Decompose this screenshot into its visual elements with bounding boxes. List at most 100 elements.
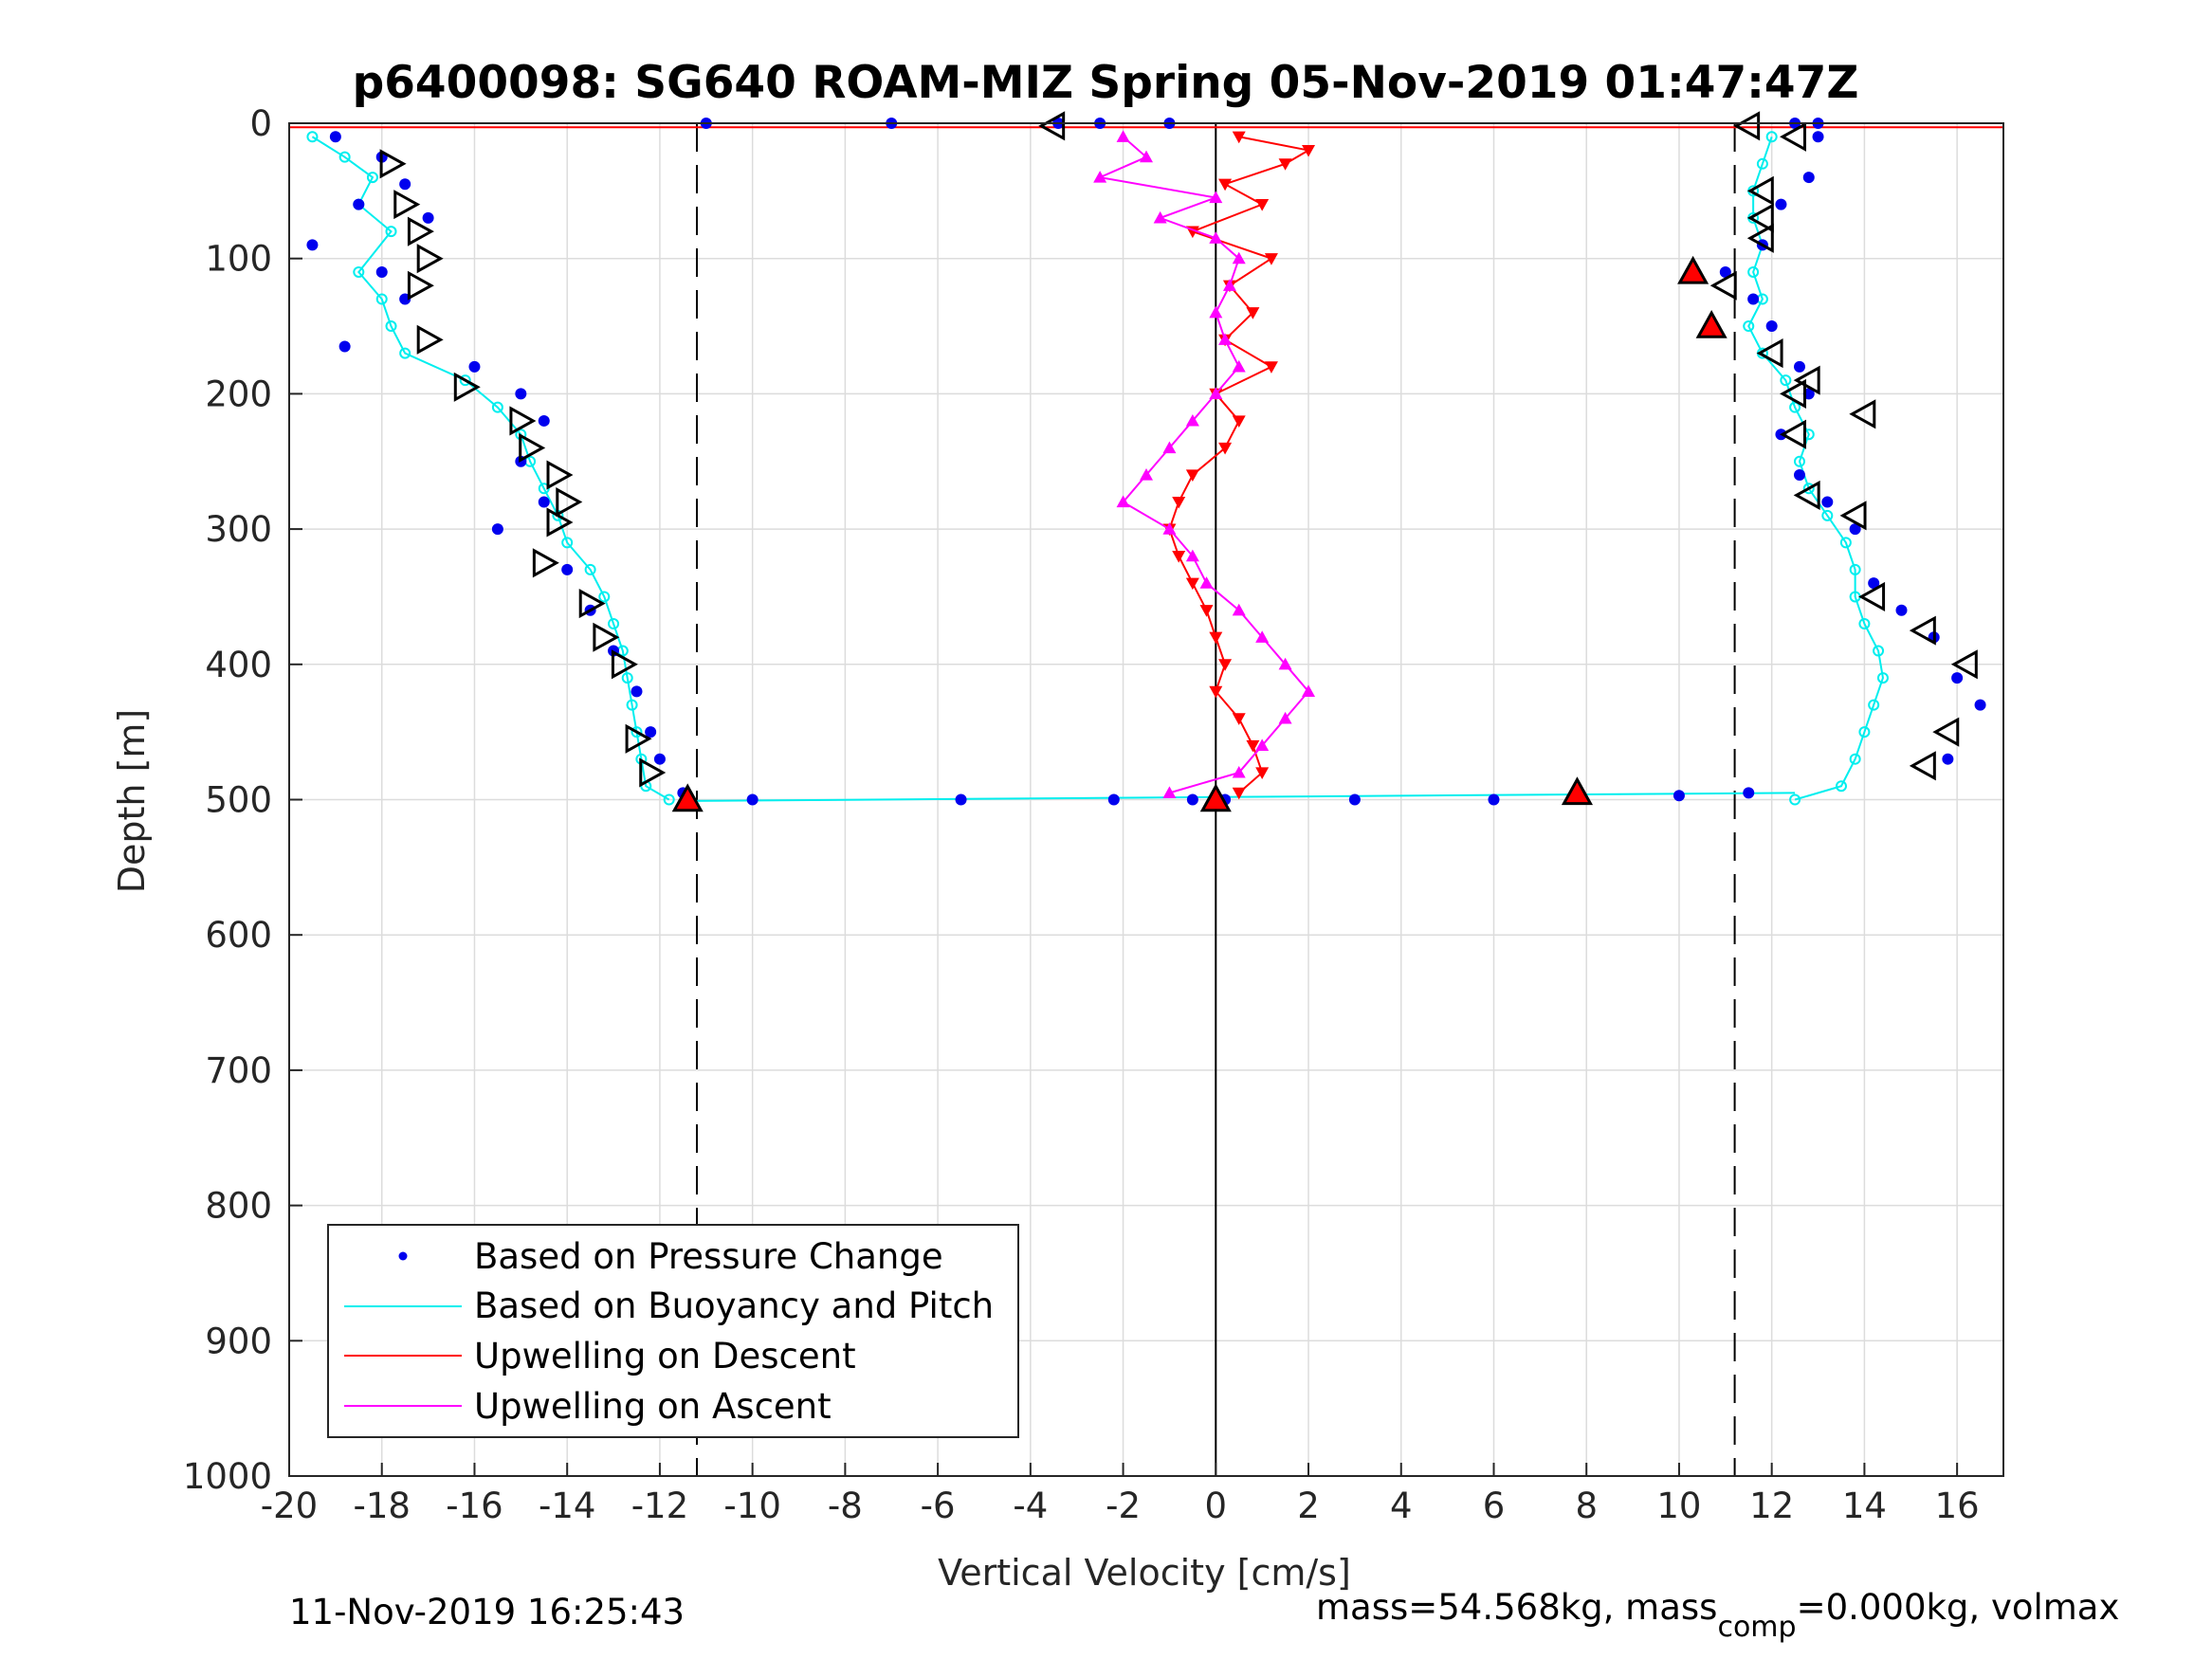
series-pressure-point <box>1974 699 1986 711</box>
series-buoyancy-point <box>1821 509 1834 521</box>
series-upwelling-descent-point <box>1264 253 1278 265</box>
series-pressure-point <box>1775 198 1787 210</box>
open-triangle-marker <box>556 487 583 518</box>
open-triangle-marker <box>1756 338 1783 369</box>
open-triangle-marker <box>1746 223 1774 253</box>
series-pressure-point <box>1793 469 1805 482</box>
series-upwelling-ascent-point <box>1093 171 1107 183</box>
x-tick-label: 6 <box>1483 1486 1506 1526</box>
series-pressure-point <box>538 414 550 427</box>
series-buoyancy-point <box>459 374 471 387</box>
open-triangle-marker <box>1746 175 1774 206</box>
x-tick-label: 0 <box>1205 1486 1228 1526</box>
series-pressure-point <box>306 239 319 251</box>
series-pressure-point <box>538 496 550 508</box>
series-upwelling-ascent-point <box>1222 279 1236 291</box>
footer-mass-prefix: mass=54.568kg, mass <box>1316 1587 1717 1628</box>
open-triangle-marker <box>393 190 421 220</box>
series-buoyancy-point <box>385 320 397 333</box>
open-triangle-marker <box>1780 419 1807 449</box>
series-buoyancy-point <box>1868 699 1880 711</box>
x-tick-label: -4 <box>1013 1486 1048 1526</box>
open-triangle-marker <box>546 460 574 490</box>
legend-label-buoyancy: Based on Buoyancy and Pitch <box>474 1285 994 1326</box>
series-upwelling-ascent-point <box>1232 359 1246 373</box>
series-upwelling-descent-point <box>1218 442 1233 455</box>
series-pressure-point <box>399 178 411 191</box>
series-upwelling-ascent-point <box>1209 191 1223 204</box>
x-tick-label: -8 <box>828 1486 863 1526</box>
series-buoyancy-point <box>1765 131 1778 143</box>
series-pressure-point <box>1951 672 1964 684</box>
y-tick-label: 0 <box>249 103 272 144</box>
x-tick-label: 16 <box>1935 1486 1980 1526</box>
series-buoyancy-point <box>608 617 620 629</box>
y-tick-label: 200 <box>205 374 272 414</box>
series-buoyancy-point <box>1756 157 1768 170</box>
series-upwelling-ascent-point <box>1255 630 1270 643</box>
series-upwelling-ascent-point <box>1162 522 1177 535</box>
series-upwelling-ascent-point <box>1255 738 1270 752</box>
series-pressure-point <box>491 523 503 536</box>
series-buoyancy-point <box>561 537 574 549</box>
series-upwelling-descent-point <box>1185 469 1199 483</box>
series-upwelling-descent-line <box>1168 136 1311 794</box>
open-triangle-marker <box>546 507 574 538</box>
open-triangle-marker <box>1849 399 1876 429</box>
x-tick-label: -16 <box>446 1486 503 1526</box>
series-buoyancy-point <box>626 699 638 711</box>
series-buoyancy-point <box>491 401 503 413</box>
legend-label-descent: Upwelling on Descent <box>474 1336 856 1376</box>
y-tick-label: 1000 <box>183 1456 272 1497</box>
series-pressure-point <box>1747 293 1760 305</box>
open-triangle-marker <box>1932 717 1960 747</box>
series-pressure-point <box>1802 172 1815 184</box>
x-tick-label: 8 <box>1575 1486 1598 1526</box>
series-buoyancy-point <box>1789 793 1801 806</box>
series-upwelling-descent-point <box>1185 577 1199 591</box>
x-tick-label: -18 <box>354 1486 411 1526</box>
series-buoyancy-point <box>1876 672 1889 684</box>
series-pressure-point <box>1673 790 1685 802</box>
series-upwelling-descent-point <box>1218 178 1233 191</box>
y-tick-label: 700 <box>205 1050 272 1091</box>
series-pressure-point <box>329 131 341 143</box>
series-pressure-point <box>1765 320 1778 333</box>
legend-swatch-pressure <box>398 1251 408 1261</box>
open-triangle-marker <box>1793 480 1820 510</box>
series-buoyancy-point <box>1789 401 1801 413</box>
filled-red-triangle-marker <box>671 783 704 812</box>
series-buoyancy-point <box>1873 645 1885 657</box>
footer-mass-subscript: comp <box>1717 1611 1796 1644</box>
series-pressure-point <box>1719 265 1731 278</box>
series-buoyancy-point <box>631 726 643 738</box>
x-tick-label: 12 <box>1749 1486 1794 1526</box>
series-upwelling-ascent-point <box>1278 711 1292 724</box>
legend-item-pressure: Based on Pressure Change <box>398 1236 943 1277</box>
series-upwelling-ascent-point <box>1232 765 1246 778</box>
x-tick-label: -10 <box>723 1486 780 1526</box>
series-upwelling-descent-point <box>1209 685 1223 699</box>
series-pressure-point <box>1821 496 1834 508</box>
y-tick-label: 600 <box>205 915 272 956</box>
series-pressure-point <box>1488 793 1500 806</box>
series-buoyancy-point <box>1802 483 1815 495</box>
open-triangle-marker <box>1909 751 1936 781</box>
open-triangle-marker <box>1793 365 1820 395</box>
series-buoyancy-point <box>1743 320 1755 333</box>
open-triangle-marker <box>611 649 638 680</box>
legend-label-ascent: Upwelling on Ascent <box>474 1386 832 1427</box>
series-buoyancy-point <box>1793 455 1805 467</box>
series-upwelling-ascent-point <box>1162 441 1177 454</box>
y-tick-label: 900 <box>205 1321 272 1361</box>
series-pressure-point <box>1868 577 1880 590</box>
footer-timestamp: 11-Nov-2019 16:25:43 <box>289 1592 685 1632</box>
series-upwelling-descent-point <box>1218 659 1233 671</box>
series-upwelling-ascent-point <box>1185 549 1199 562</box>
series-buoyancy-point <box>584 563 596 575</box>
series-buoyancy-point <box>1849 563 1861 575</box>
y-tick-label: 100 <box>205 239 272 280</box>
legend-item-buoyancy: Based on Buoyancy and Pitch <box>344 1285 994 1326</box>
legend-box <box>327 1224 1019 1438</box>
